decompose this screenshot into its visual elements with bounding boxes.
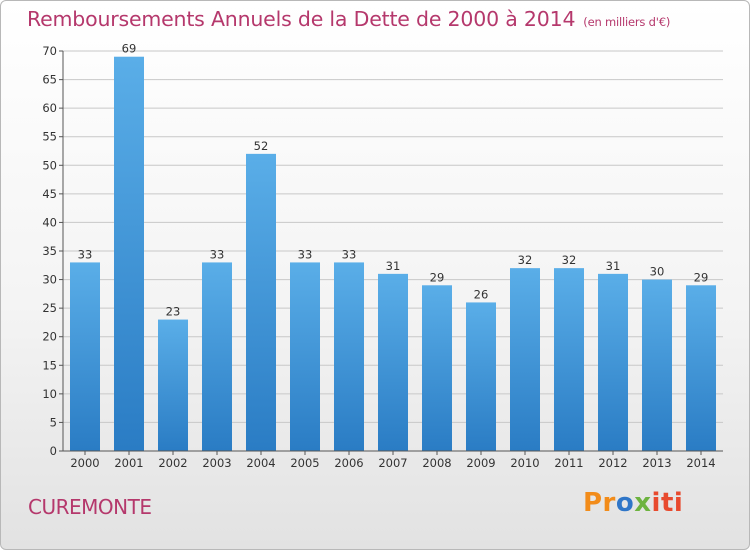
x-tick-label-2006: 2006 <box>334 456 363 470</box>
bar-2009 <box>466 302 496 451</box>
bar-2007 <box>378 273 408 451</box>
y-tick-label: 20 <box>42 330 57 344</box>
y-tick-label: 30 <box>42 273 57 287</box>
value-label-2002: 23 <box>166 305 181 319</box>
bar-2012 <box>598 273 628 451</box>
value-label-2000: 33 <box>78 247 93 261</box>
value-label-2011: 32 <box>562 253 577 267</box>
y-tick-label: 35 <box>42 244 57 258</box>
bar-2005 <box>290 262 320 451</box>
value-label-2001: 69 <box>122 42 137 56</box>
x-tick-label-2002: 2002 <box>158 456 187 470</box>
value-label-2013: 30 <box>650 265 665 279</box>
bar-2002 <box>158 319 188 451</box>
value-label-2004: 52 <box>254 139 269 153</box>
y-tick-label: 25 <box>42 301 57 315</box>
x-tick-label-2014: 2014 <box>686 456 715 470</box>
bar-2014 <box>686 285 716 451</box>
x-tick-label-2011: 2011 <box>554 456 583 470</box>
x-tick-label-2010: 2010 <box>510 456 539 470</box>
y-tick-label: 70 <box>42 44 57 58</box>
y-tick-label: 15 <box>42 358 57 372</box>
value-label-2014: 29 <box>694 270 709 284</box>
y-tick-label: 10 <box>42 387 57 401</box>
bar-2008 <box>422 285 452 451</box>
bar-2000 <box>70 262 100 451</box>
bar-2006 <box>334 262 364 451</box>
bar-2003 <box>202 262 232 451</box>
value-label-2009: 26 <box>474 287 489 301</box>
x-tick-label-2012: 2012 <box>598 456 627 470</box>
bar-chart: 33 69 23 33 52 33 33 31 29 26 32 32 31 30 29 0 5 10 15 20 2… <box>42 42 723 470</box>
y-tick-label: 50 <box>42 158 57 172</box>
value-label-2008: 29 <box>430 270 445 284</box>
x-tick-label-2001: 2001 <box>114 456 143 470</box>
x-tick-label-2003: 2003 <box>202 456 231 470</box>
x-tick-label-2007: 2007 <box>378 456 407 470</box>
value-label-2007: 31 <box>386 259 401 273</box>
chart-unit: (en milliers d'€) <box>583 15 671 29</box>
y-tick-label: 60 <box>42 101 57 115</box>
bar-2001 <box>114 56 144 451</box>
x-tick-label-2005: 2005 <box>290 456 319 470</box>
proxiti-logo: Proxiti <box>583 488 684 518</box>
y-tick-label: 55 <box>42 130 57 144</box>
x-tick-label-2013: 2013 <box>642 456 671 470</box>
y-tick-label: 0 <box>50 444 57 458</box>
bar-2004 <box>246 153 276 451</box>
chart-title: Remboursements Annuels de la Dette de 20… <box>27 7 670 31</box>
x-tick-label-2009: 2009 <box>466 456 495 470</box>
y-tick-label: 65 <box>42 73 57 87</box>
bar-2011 <box>554 268 584 451</box>
value-label-2003: 33 <box>210 247 225 261</box>
y-tick-label: 45 <box>42 187 57 201</box>
x-tick-label-2008: 2008 <box>422 456 451 470</box>
bar-2013 <box>642 279 672 451</box>
y-tick-label: 40 <box>42 215 57 229</box>
town-name: CUREMONTE <box>28 495 152 519</box>
value-label-2006: 33 <box>342 247 357 261</box>
chart-title-text: Remboursements Annuels de la Dette de 20… <box>27 7 576 31</box>
y-tick-label: 5 <box>50 415 57 429</box>
value-label-2005: 33 <box>298 247 313 261</box>
x-tick-label-2000: 2000 <box>70 456 99 470</box>
value-label-2012: 31 <box>606 259 621 273</box>
bar-2010 <box>510 268 540 451</box>
x-tick-label-2004: 2004 <box>246 456 275 470</box>
value-label-2010: 32 <box>518 253 533 267</box>
